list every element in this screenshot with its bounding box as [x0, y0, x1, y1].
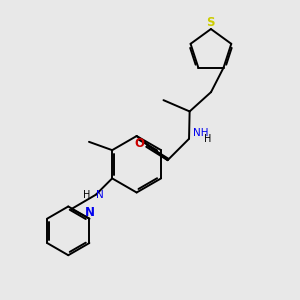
Text: N: N — [96, 190, 104, 200]
Text: N: N — [85, 206, 95, 219]
Text: NH: NH — [193, 128, 208, 138]
Text: H: H — [204, 134, 211, 144]
Text: S: S — [206, 16, 214, 29]
Text: O: O — [135, 137, 145, 150]
Text: H: H — [83, 190, 91, 200]
